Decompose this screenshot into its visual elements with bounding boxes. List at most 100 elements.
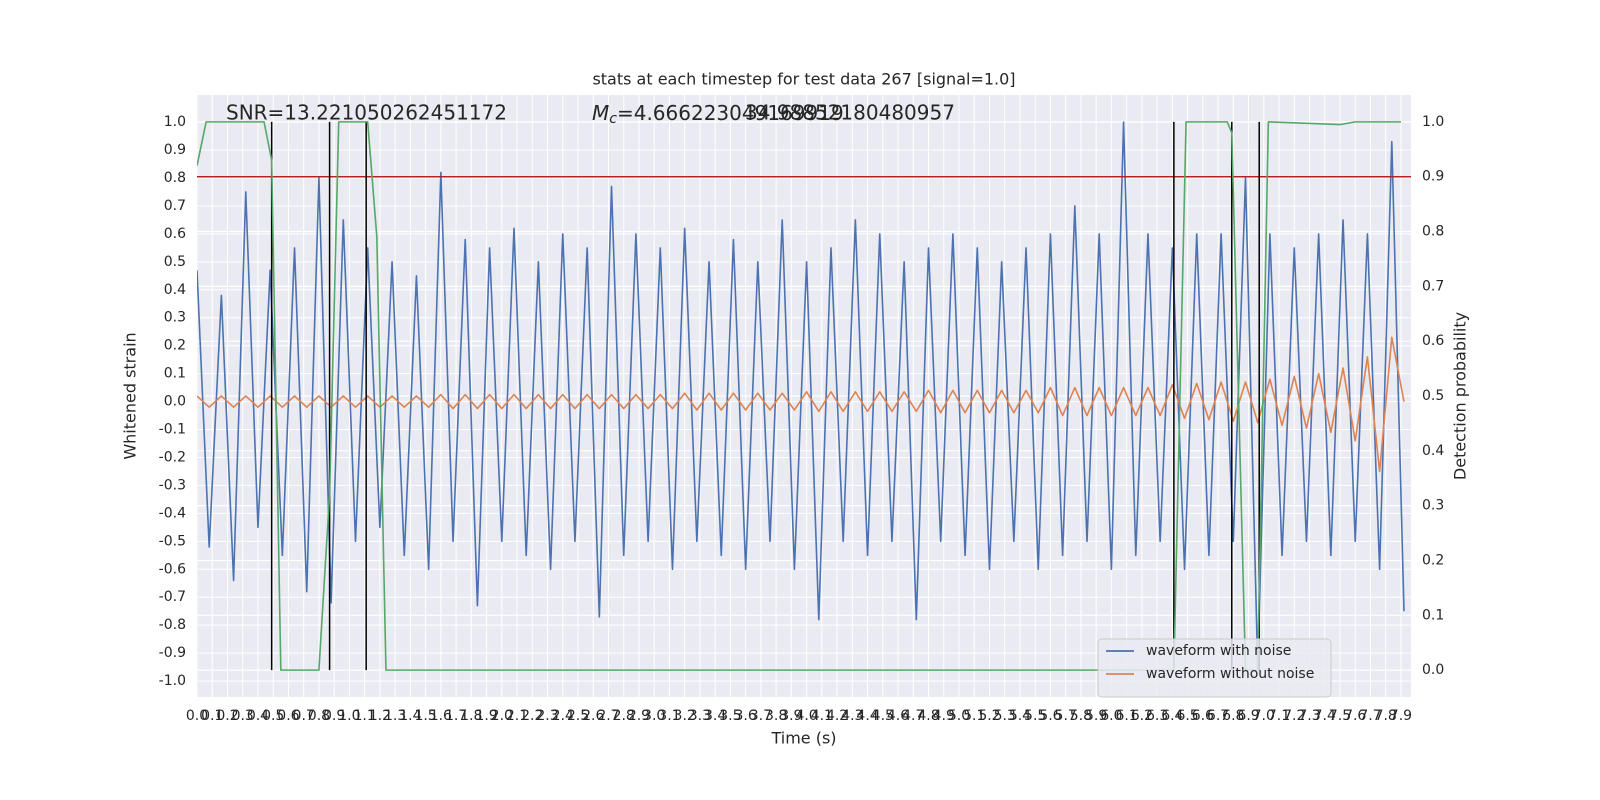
- y-tick-label: -0.5: [159, 533, 186, 549]
- x-tick-label: 6.0: [1100, 708, 1122, 724]
- x-tick-label: 4.8: [917, 708, 939, 724]
- y-tick-label: 0.3: [164, 310, 186, 326]
- x-tick-label: 1.0: [338, 708, 360, 724]
- legend: waveform with noise waveform without nois…: [1097, 638, 1332, 698]
- x-tick-label: 7.2: [1283, 708, 1305, 724]
- x-tick-label: 6.6: [1192, 708, 1214, 724]
- x-tick-label: 0.1: [201, 708, 223, 724]
- x-tick-label: 5.5: [1024, 708, 1046, 724]
- y-tick-label: -0.6: [159, 561, 186, 577]
- x-tick-label: 3.9: [780, 708, 802, 724]
- x-tick-label: 4.9: [933, 708, 955, 724]
- y2-tick-label: 0.5: [1422, 388, 1444, 404]
- x-tick-label: 4.1: [811, 708, 833, 724]
- x-tick-label: 6.8: [1222, 708, 1244, 724]
- x-tick-label: 1.6: [430, 708, 452, 724]
- y2-tick-label: 0.0: [1422, 662, 1444, 678]
- x-tick-label: 2.6: [582, 708, 604, 724]
- x-tick-label: 4.0: [795, 708, 817, 724]
- x-tick-label: 7.5: [1329, 708, 1351, 724]
- x-tick-label: 6.5: [1176, 708, 1198, 724]
- annotation: SNR=13.221050262451172: [226, 101, 507, 125]
- x-tick-label: 4.2: [826, 708, 848, 724]
- annotation-symbol: M: [592, 101, 609, 125]
- y2-tick-label: 0.8: [1422, 224, 1444, 240]
- x-tick-label: 7.3: [1298, 708, 1320, 724]
- y-tick-label: 0.8: [164, 170, 186, 186]
- x-tick-label: 7.6: [1344, 708, 1366, 724]
- x-tick-label: 6.9: [1237, 708, 1259, 724]
- x-tick-label: 3.2: [674, 708, 696, 724]
- y2-tick-label: 0.4: [1422, 443, 1444, 459]
- x-tick-label: 3.6: [734, 708, 756, 724]
- x-tick-label: 7.7: [1359, 708, 1381, 724]
- x-tick-label: 0.7: [293, 708, 315, 724]
- y2-tick-label: 0.2: [1422, 552, 1444, 568]
- y-tick-label: -0.9: [159, 645, 186, 661]
- y-tick-label: -0.2: [159, 449, 186, 465]
- y-tick-label: -1.0: [159, 673, 186, 689]
- y-tick-label: -0.8: [159, 617, 186, 633]
- x-tick-label: 6.4: [1161, 708, 1183, 724]
- x-tick-label: 5.4: [1009, 708, 1031, 724]
- x-tick-label: 2.0: [491, 708, 513, 724]
- y-tick-label: 0.1: [164, 366, 186, 382]
- x-tick-label: 5.7: [1055, 708, 1077, 724]
- x-tick-label: 3.3: [689, 708, 711, 724]
- legend-label: waveform without noise: [1146, 666, 1314, 682]
- x-tick-label: 7.0: [1253, 708, 1275, 724]
- x-tick-label: 3.0: [643, 708, 665, 724]
- y2-tick-label: 0.3: [1422, 498, 1444, 514]
- x-tick-label: 2.7: [597, 708, 619, 724]
- y2-tick-label: 0.1: [1422, 607, 1444, 623]
- x-tick-label: 4.3: [841, 708, 863, 724]
- x-tick-label: 1.9: [475, 708, 497, 724]
- y2-tick-label: 0.6: [1422, 333, 1444, 349]
- x-tick-label: 5.8: [1070, 708, 1092, 724]
- y2-tick-label: 0.7: [1422, 278, 1444, 294]
- x-tick-label: 5.1: [963, 708, 985, 724]
- x-tick-label: 2.5: [567, 708, 589, 724]
- x-tick-label: 4.5: [872, 708, 894, 724]
- x-tick-label: 0.4: [247, 708, 269, 724]
- x-tick-label: 1.8: [460, 708, 482, 724]
- x-tick-label: 5.9: [1085, 708, 1107, 724]
- x-tick-label: 0.3: [232, 708, 254, 724]
- y-axis-label: Whitened strain: [121, 332, 140, 459]
- x-tick-label: 0.9: [323, 708, 345, 724]
- x-tick-label: 6.2: [1131, 708, 1153, 724]
- x-tick-label: 1.7: [445, 708, 467, 724]
- x-tick-label: 5.2: [978, 708, 1000, 724]
- y-tick-label: -0.7: [159, 589, 186, 605]
- y-tick-label: -0.1: [159, 422, 186, 438]
- annotation-text: =4.666223049169919: [617, 101, 844, 125]
- y2-tick-label: 1.0: [1422, 114, 1444, 130]
- x-tick-label: 5.3: [994, 708, 1016, 724]
- annotation: 34.98852180480957: [745, 101, 955, 125]
- x-tick-label: 7.4: [1314, 708, 1336, 724]
- y-tick-label: 0.0: [164, 394, 186, 410]
- legend-label: waveform with noise: [1146, 643, 1291, 659]
- y-tick-label: 0.4: [164, 282, 186, 298]
- x-tick-label: 6.1: [1115, 708, 1137, 724]
- y-tick-label: 0.9: [164, 142, 186, 158]
- x-tick-label: 2.9: [628, 708, 650, 724]
- x-tick-label: 7.1: [1268, 708, 1290, 724]
- x-tick-label: 3.8: [765, 708, 787, 724]
- x-tick-label: 4.6: [887, 708, 909, 724]
- x-tick-label: 0.0: [186, 708, 208, 724]
- y2-tick-label: 0.9: [1422, 169, 1444, 185]
- x-tick-label: 0.5: [262, 708, 284, 724]
- x-tick-label: 3.4: [704, 708, 726, 724]
- x-tick-label: 1.1: [354, 708, 376, 724]
- marks: [197, 121, 1411, 671]
- legend-box: [1097, 638, 1332, 698]
- y-tick-label: 0.6: [164, 226, 186, 242]
- x-tick-label: 2.4: [552, 708, 574, 724]
- x-axis-label: Time (s): [770, 729, 836, 748]
- y-tick-label: 0.2: [164, 338, 186, 354]
- x-tick-label: 2.3: [536, 708, 558, 724]
- y-tick-label: -0.3: [159, 477, 186, 493]
- x-tick-label: 6.7: [1207, 708, 1229, 724]
- x-tick-label: 5.6: [1039, 708, 1061, 724]
